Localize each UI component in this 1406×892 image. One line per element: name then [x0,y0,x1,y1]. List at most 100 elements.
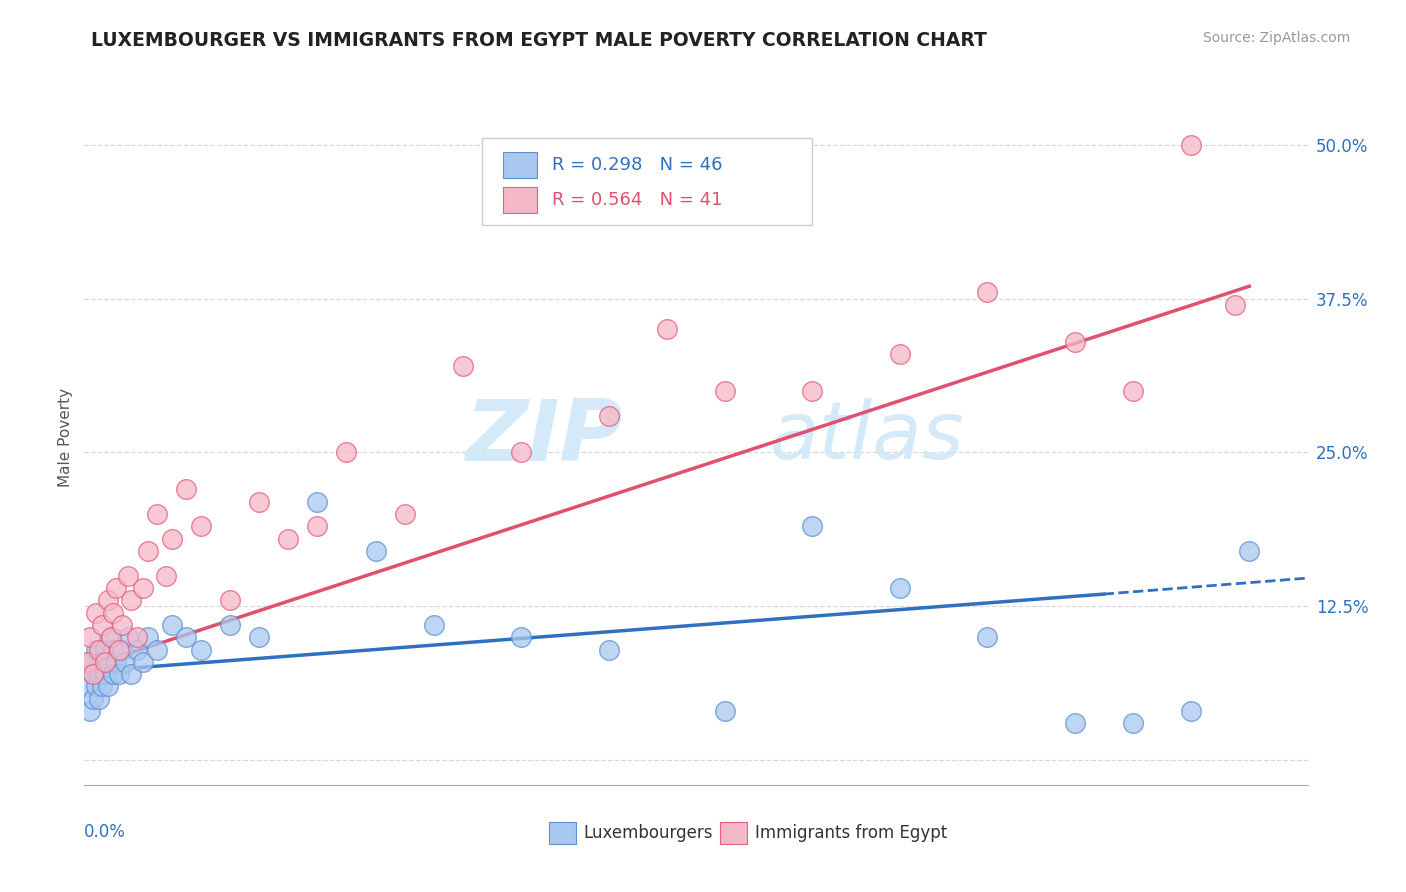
Point [394,507,416,521]
Point [93,655,115,669]
Point [111,618,134,632]
Point [1239,544,1261,558]
FancyBboxPatch shape [482,138,813,225]
Point [82,667,104,681]
Point [131,581,153,595]
Point [105,581,128,595]
Point [247,630,270,644]
Text: R = 0.564   N = 41: R = 0.564 N = 41 [551,191,723,209]
Point [976,285,998,300]
Point [79,704,101,718]
Point [103,606,125,620]
Point [889,347,911,361]
Point [155,568,177,582]
Point [138,630,160,644]
Point [100,630,122,644]
Point [97,655,120,669]
Point [84,680,107,694]
Point [100,630,122,644]
Point [111,642,134,657]
Text: ZIP: ZIP [465,395,623,479]
Point [714,704,737,718]
Point [889,581,911,595]
Point [146,642,169,657]
Text: 0.0%: 0.0% [84,823,127,841]
Point [307,519,329,533]
Point [146,507,169,521]
Point [76,655,98,669]
Point [84,606,107,620]
Point [598,409,620,423]
Point [219,618,242,632]
Point [423,618,446,632]
Point [105,655,128,669]
Point [87,642,110,657]
Point [364,544,387,558]
FancyBboxPatch shape [550,822,576,844]
Point [598,642,620,657]
Point [247,494,270,508]
Point [160,532,183,546]
Point [976,630,998,644]
Point [103,642,125,657]
Point [79,655,101,669]
Point [97,680,120,694]
Text: atlas: atlas [769,398,965,476]
Text: Immigrants from Egypt: Immigrants from Egypt [755,824,946,842]
Point [82,667,104,681]
Point [82,691,104,706]
Point [714,384,737,398]
Text: Luxembourgers: Luxembourgers [583,824,713,842]
Point [117,568,139,582]
Point [1223,298,1246,312]
FancyBboxPatch shape [720,822,748,844]
Point [108,642,131,657]
Text: R = 0.298   N = 46: R = 0.298 N = 46 [551,156,723,174]
Point [451,359,474,374]
Text: Source: ZipAtlas.com: Source: ZipAtlas.com [1202,31,1350,45]
Point [307,494,329,508]
Point [1180,137,1202,152]
Point [1063,334,1085,349]
Point [174,630,197,644]
Point [655,322,678,336]
Point [87,667,110,681]
Y-axis label: Male Poverty: Male Poverty [58,387,73,487]
Point [801,519,824,533]
Point [87,691,110,706]
Point [76,680,98,694]
Point [84,642,107,657]
Point [510,630,533,644]
Point [131,655,153,669]
Point [1063,716,1085,731]
Point [160,618,183,632]
Point [125,630,148,644]
Point [114,655,136,669]
Point [174,483,197,497]
FancyBboxPatch shape [503,186,537,213]
Point [90,680,112,694]
Point [1122,716,1144,731]
Point [190,642,212,657]
Point [1180,704,1202,718]
Point [108,667,131,681]
Point [120,667,142,681]
Point [190,519,212,533]
Point [335,445,357,459]
Point [97,593,120,607]
Point [277,532,299,546]
FancyBboxPatch shape [503,152,537,178]
Text: LUXEMBOURGER VS IMMIGRANTS FROM EGYPT MALE POVERTY CORRELATION CHART: LUXEMBOURGER VS IMMIGRANTS FROM EGYPT MA… [91,31,987,50]
Point [510,445,533,459]
Point [120,593,142,607]
Point [125,642,148,657]
Point [79,630,101,644]
Point [90,618,112,632]
Point [117,630,139,644]
Point [90,655,112,669]
Point [1122,384,1144,398]
Point [103,667,125,681]
Point [138,544,160,558]
Point [93,667,115,681]
Point [93,642,115,657]
